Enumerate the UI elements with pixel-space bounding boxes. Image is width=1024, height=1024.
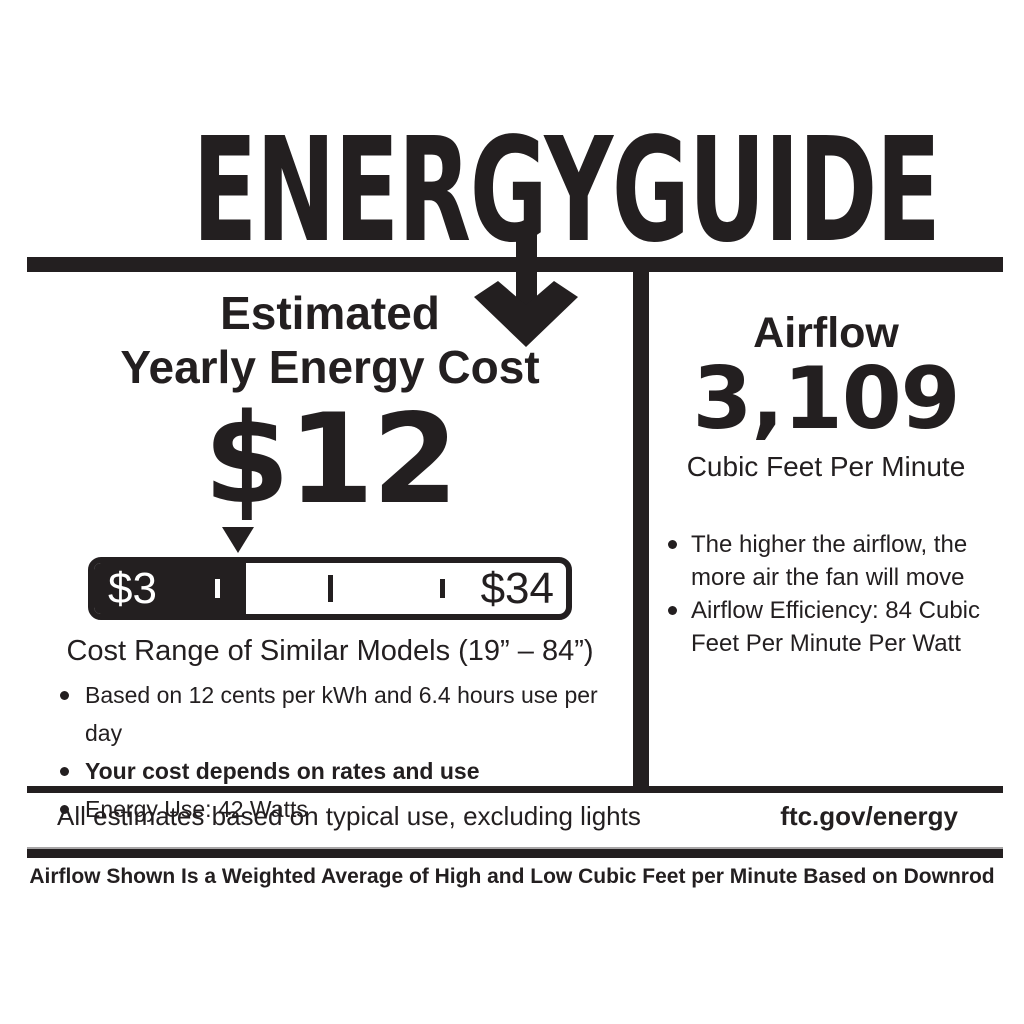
energy-guide-logo: ENERGYGUIDE [0, 118, 1024, 262]
range-tick-75 [440, 579, 445, 598]
airflow-note-efficiency: Airflow Efficiency: 84 Cubic Feet Per Mi… [691, 597, 981, 657]
down-arrow-stem [516, 232, 537, 322]
range-tick-25 [215, 579, 220, 598]
cost-range-min-label: $3 [108, 564, 157, 613]
down-arrow-icon [474, 281, 578, 347]
cost-range-bar: $3 $34 [88, 557, 572, 620]
bottom-horizontal-rule [27, 847, 1003, 858]
cost-notes-list: Based on 12 cents per kWh and 6.4 hours … [60, 676, 616, 828]
yearly-energy-cost-heading: Yearly Energy Cost [120, 341, 540, 393]
airflow-heading: Airflow [753, 309, 899, 357]
cost-note-rate: Based on 12 cents per kWh and 6.4 hours … [85, 682, 598, 746]
list-item: Energy Use: 42 Watts [60, 790, 616, 828]
airflow-note-higher: The higher the airflow, the more air the… [691, 531, 968, 591]
range-tick-50 [328, 575, 333, 602]
bullet-icon [60, 767, 69, 776]
list-item: Airflow Efficiency: 84 Cubic Feet Per Mi… [668, 594, 986, 660]
bullet-icon [668, 606, 677, 615]
airflow-value: 3,109 [692, 349, 960, 449]
list-item: Your cost depends on rates and use [60, 752, 616, 790]
middle-horizontal-rule [27, 786, 1003, 793]
cost-range-bar-fill [94, 563, 246, 614]
estimates-note: All estimates based on typical use, excl… [57, 801, 641, 831]
vertical-divider [633, 272, 649, 790]
energy-guide-logo-text: ENERGYGUIDE [192, 106, 940, 274]
range-marker-icon [222, 527, 254, 553]
bullet-icon [60, 691, 69, 700]
airflow-unit: Cubic Feet Per Minute [686, 451, 966, 482]
top-horizontal-rule [27, 257, 1003, 272]
cost-range-max-label: $34 [480, 564, 554, 613]
bullet-icon [60, 805, 69, 814]
bullet-icon [668, 540, 677, 549]
list-item: The higher the airflow, the more air the… [668, 528, 986, 594]
estimated-heading: Estimated [220, 287, 440, 339]
airflow-notes-list: The higher the airflow, the more air the… [668, 528, 986, 660]
ftc-website-text: ftc.gov/energy [780, 801, 958, 831]
yearly-cost-value: $12 [203, 388, 459, 532]
cost-note-depends: Your cost depends on rates and use [85, 758, 480, 784]
airflow-footnote: Airflow Shown Is a Weighted Average of H… [29, 865, 995, 888]
cost-range-caption: Cost Range of Similar Models (19” – 84”) [66, 635, 594, 667]
cost-note-energy-use: Energy Use: 42 Watts [85, 796, 308, 822]
list-item: Based on 12 cents per kWh and 6.4 hours … [60, 676, 616, 752]
